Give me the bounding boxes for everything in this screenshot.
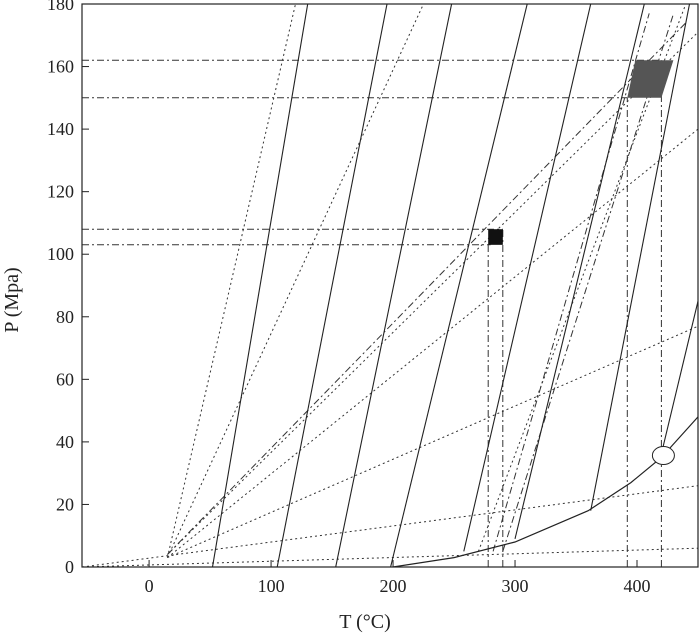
y-tick-label: 160 [47,57,74,77]
y-tick-label: 0 [65,557,74,577]
solid-isochore-1 [211,4,309,567]
x-tick-label: 100 [258,576,285,596]
range-box-1 [488,229,503,245]
y-tick-label: 180 [47,0,74,14]
dashdot-line-9 [167,22,687,555]
y-tick-label: 80 [56,307,74,327]
solid-isochore-8 [658,300,698,464]
solid-isochore-2 [276,4,388,567]
axis-ticks: 0 100 200 300 400 0 20 40 60 80 100 120 140 160 180 [47,0,651,596]
dotted-isochore-5 [82,485,698,567]
dotted-isochore-3 [167,128,698,558]
plot-frame [81,3,699,568]
open-circle-marker [651,446,675,466]
y-tick-label: 60 [56,369,74,389]
plot-marks [82,4,698,567]
x-tick-label: 200 [380,576,407,596]
y-tick-label: 40 [56,432,74,452]
dotted-isochore-4 [167,325,698,559]
solid-isochore-5 [463,4,592,552]
y-tick-label: 20 [56,494,74,514]
dashdot-line-10 [492,13,650,552]
range-box-2 [627,60,674,98]
y-tick-label: 100 [47,244,74,264]
dotted-isochore-2 [166,4,424,558]
dashdot-line-11 [502,13,675,552]
x-tick-label: 300 [502,576,529,596]
dotted-isochore-6 [82,547,698,567]
solid-isochore-3 [335,4,453,567]
x-tick-label: 400 [624,576,651,596]
solid-isochore-6 [514,4,645,540]
x-tick-label: 0 [145,576,154,596]
x-axis-label: T (°C) [339,611,391,633]
solid-isochore-4 [390,4,528,567]
y-tick-label: 140 [47,119,74,139]
y-axis-label: P (Mpa) [1,267,23,332]
dotted-isochore-8 [167,31,698,555]
y-tick-label: 120 [47,182,74,202]
solid-isochore-7 [590,4,691,511]
dotted-isochore-1 [166,4,296,558]
